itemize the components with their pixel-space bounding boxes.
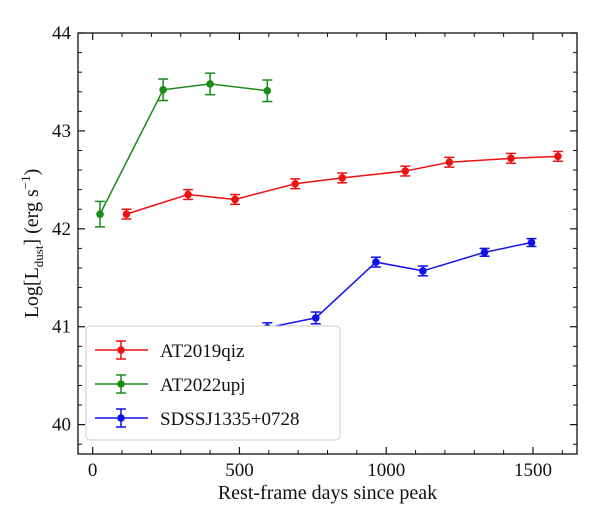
series-layer	[95, 72, 563, 334]
data-point	[159, 85, 167, 94]
x-tick-label-1500: 1500	[514, 460, 552, 481]
y-tick-label-41: 41	[52, 317, 71, 338]
y-axis-label-mid: ] (erg s	[21, 189, 43, 245]
data-point	[122, 210, 131, 218]
legend-label-at2019qiz: AT2019qiz	[160, 341, 244, 362]
series-at2019qiz	[121, 150, 563, 220]
y-axis-label-sup: −1	[18, 175, 33, 189]
data-point	[554, 152, 562, 161]
legend-label-at2022upj: AT2022upj	[160, 375, 246, 396]
data-point	[206, 80, 214, 88]
x-tick-label-0: 0	[88, 460, 98, 481]
data-point	[311, 314, 320, 322]
y-axis-label-post: )	[21, 169, 43, 176]
y-tick-label-40: 40	[52, 415, 71, 436]
legend-marker-at2022upj	[117, 380, 125, 388]
data-point	[401, 167, 410, 175]
legend-label-sdssj1335: SDSSJ1335+0728	[160, 409, 300, 430]
data-point	[445, 158, 454, 167]
ticks-layer: 0 500 1000 1500 40 41 42 43 44	[52, 23, 577, 481]
data-point	[263, 86, 272, 95]
x-tick-label-500: 500	[225, 460, 254, 481]
data-point	[96, 210, 104, 218]
y-tick-label-42: 42	[52, 219, 71, 240]
data-point	[231, 195, 239, 204]
series-at2022upj	[95, 72, 273, 228]
series-line-sdssj1335-0728	[267, 241, 532, 329]
legend-entries	[95, 340, 148, 428]
y-axis-label: Log[Ldust] (erg s−1)	[18, 169, 46, 319]
data-point	[480, 248, 489, 257]
data-point	[507, 154, 515, 163]
data-point	[291, 179, 300, 188]
data-point	[372, 258, 380, 266]
y-tick-label-44: 44	[52, 23, 72, 44]
x-axis-label: Rest-frame days since peak	[218, 482, 437, 504]
y-axis-label-pre: Log[L	[21, 267, 43, 318]
data-point	[184, 190, 192, 199]
data-point	[419, 267, 427, 275]
series-line-at2019qiz	[126, 155, 558, 215]
legend: AT2019qiz AT2022upj SDSSJ1335+0728	[85, 325, 341, 441]
y-axis-label-sub: dust	[31, 245, 46, 267]
data-point	[527, 238, 536, 247]
data-point	[338, 174, 346, 182]
x-tick-label-1000: 1000	[367, 460, 405, 481]
series-sdssj1335-0728	[262, 237, 537, 334]
legend-box	[85, 325, 341, 441]
series-line-at2022upj	[99, 83, 268, 215]
legend-marker-at2019qiz	[117, 346, 125, 354]
y-tick-label-43: 43	[52, 121, 71, 142]
legend-marker-sdssj1335-0728	[117, 414, 125, 422]
